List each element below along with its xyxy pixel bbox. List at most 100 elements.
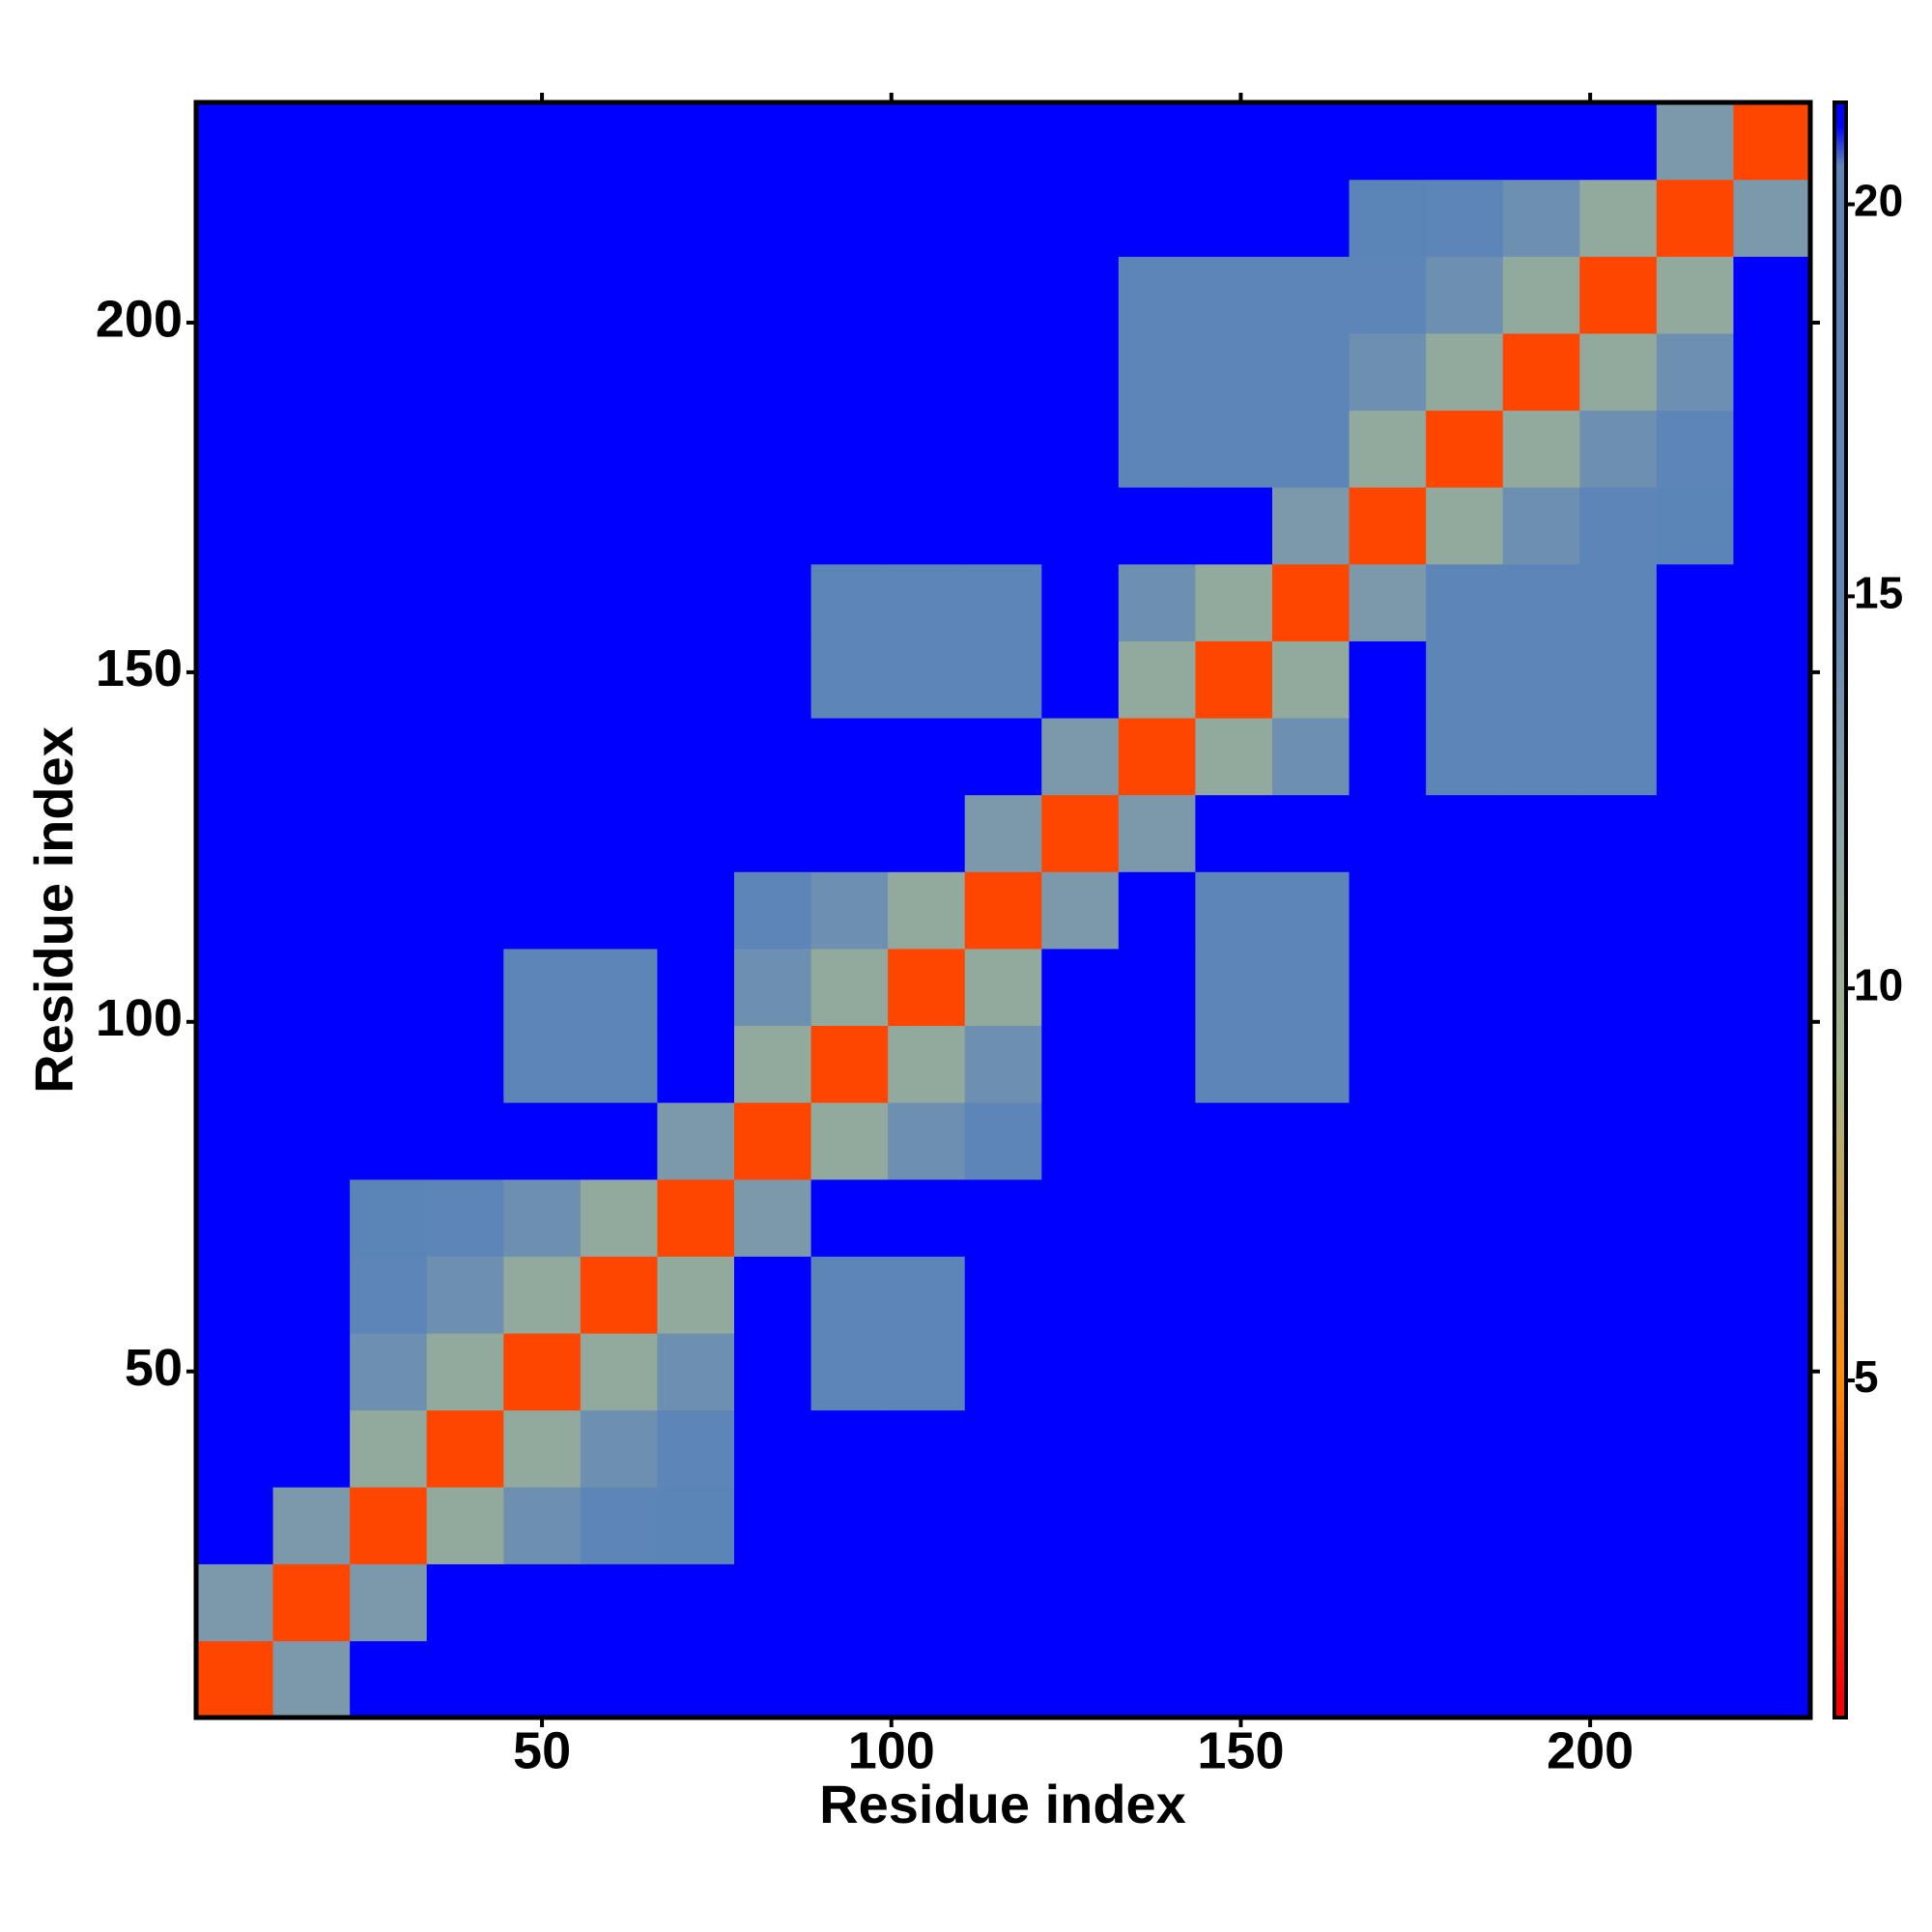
heat-cell <box>272 871 351 950</box>
heat-cell <box>810 1640 889 1719</box>
heat-cell <box>734 487 812 565</box>
heat-cell <box>810 487 889 565</box>
heat-cell <box>350 1409 428 1488</box>
heat-cell <box>1195 179 1273 257</box>
heat-cell <box>1195 102 1273 181</box>
heat-cell <box>1349 794 1427 872</box>
heat-cell <box>1656 1102 1735 1180</box>
heat-cell <box>1733 640 1811 719</box>
heat-cell <box>1656 1640 1735 1719</box>
heat-cell <box>426 871 504 950</box>
heat-cell <box>1502 640 1580 719</box>
x-tick-label: 150 <box>1197 1721 1284 1779</box>
heat-cell <box>1118 1025 1197 1103</box>
heat-cell <box>426 948 504 1027</box>
heat-cell <box>1349 1025 1427 1103</box>
heat-cell <box>580 256 659 334</box>
heat-cell <box>196 410 274 488</box>
heat-cell <box>1272 640 1350 719</box>
heat-cell <box>1579 1563 1658 1641</box>
heat-cell <box>196 102 274 181</box>
heat-cell <box>272 794 351 872</box>
heat-cell <box>580 640 659 719</box>
heat-cell <box>964 410 1042 488</box>
heat-cell <box>657 487 735 565</box>
heat-cell <box>1733 1332 1811 1411</box>
heat-cell <box>1579 1179 1658 1257</box>
heat-cell <box>580 332 659 412</box>
heat-cell <box>888 871 966 950</box>
heat-cell <box>1272 717 1350 796</box>
heat-cell <box>1118 871 1197 950</box>
heat-cell <box>272 717 351 796</box>
heat-cell <box>426 1563 504 1641</box>
heat-cell <box>734 410 812 488</box>
heat-cell <box>272 640 351 719</box>
heat-cell <box>964 563 1042 641</box>
heat-cell <box>1272 1025 1350 1103</box>
heat-cell <box>964 717 1042 796</box>
heat-cell <box>426 102 504 181</box>
heat-cell <box>888 717 966 796</box>
heat-cell <box>1656 1563 1735 1641</box>
heat-cell <box>1118 948 1197 1027</box>
heat-cell <box>580 563 659 641</box>
heat-cell <box>1579 1409 1658 1488</box>
heat-cell <box>272 410 351 488</box>
heat-cell <box>1041 1256 1120 1334</box>
heat-cell <box>196 640 274 719</box>
heat-cell <box>503 1487 582 1565</box>
heat-cell <box>1041 1563 1120 1641</box>
heat-cell <box>1502 1563 1580 1641</box>
heat-cell <box>272 1179 351 1257</box>
heat-cell <box>1195 332 1273 412</box>
heat-cell <box>1502 332 1580 412</box>
heat-cell <box>657 1332 735 1411</box>
heat-cell <box>1733 871 1811 950</box>
heat-cell <box>810 179 889 257</box>
heat-cell <box>350 1563 428 1641</box>
heat-cell <box>1426 1256 1504 1334</box>
heat-cell <box>734 1640 812 1719</box>
heat-cell <box>350 794 428 872</box>
heat-cell <box>1502 410 1580 488</box>
heat-cell <box>196 1179 274 1257</box>
heat-cell <box>1041 871 1120 950</box>
heat-cell <box>1426 102 1504 181</box>
heat-cell <box>1195 948 1273 1027</box>
heat-cell <box>1118 717 1197 796</box>
heat-cell <box>810 717 889 796</box>
heat-cell <box>1502 1409 1580 1488</box>
heat-cell <box>1041 563 1120 641</box>
heat-cell <box>1118 256 1197 334</box>
heat-cell <box>1272 179 1350 257</box>
heat-cell <box>350 640 428 719</box>
y-axis-title: Residue index <box>23 726 84 1094</box>
heat-cell <box>1733 1487 1811 1565</box>
heat-cell <box>1733 256 1811 334</box>
heat-cell <box>734 1025 812 1103</box>
heat-cell <box>1733 1409 1811 1488</box>
heat-cell <box>503 1256 582 1334</box>
x-tick-label: 100 <box>848 1721 935 1779</box>
heat-cell <box>272 332 351 412</box>
heat-cell <box>503 179 582 257</box>
heat-cell <box>734 717 812 796</box>
y-tick-label: 100 <box>96 989 183 1047</box>
heat-cell <box>503 1640 582 1719</box>
heat-cell <box>888 640 966 719</box>
heat-cell <box>1349 1256 1427 1334</box>
heat-cell <box>1733 1640 1811 1719</box>
heat-cell <box>1195 1409 1273 1488</box>
heat-cell <box>1426 717 1504 796</box>
heat-cell <box>1733 179 1811 257</box>
heat-cell <box>272 102 351 181</box>
heat-cell <box>1349 871 1427 950</box>
heat-cell <box>1733 410 1811 488</box>
heat-cell <box>1272 1487 1350 1565</box>
heat-cell <box>734 871 812 950</box>
heat-cell <box>272 1640 351 1719</box>
heat-cell <box>888 487 966 565</box>
heat-cell <box>657 717 735 796</box>
